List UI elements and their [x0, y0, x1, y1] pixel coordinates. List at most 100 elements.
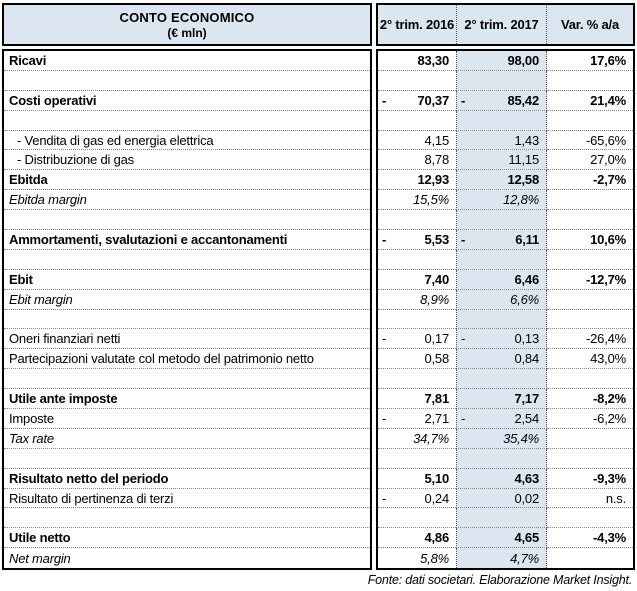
- negative-sign: -: [382, 490, 387, 506]
- cell-2016: -0,17: [378, 329, 456, 350]
- cell-2016: -70,37: [378, 91, 456, 111]
- cell-2017-highlighted: 7,17: [456, 389, 547, 410]
- spacer-row-values: [378, 249, 633, 270]
- cell-2017-highlighted: [456, 70, 547, 91]
- spacer-row-label: [4, 310, 370, 330]
- negative-sign: -: [382, 92, 387, 108]
- cell-variation: [547, 290, 633, 310]
- row-label: Ebitda: [4, 170, 370, 191]
- cell-2016: -2,71: [378, 409, 456, 429]
- cell-2016: [378, 508, 456, 529]
- spacer-row-values: [378, 309, 633, 330]
- cell-2016: 34,7%: [378, 429, 456, 449]
- cell-variation: [547, 429, 633, 449]
- cell-variation: n.s.: [547, 489, 633, 509]
- cell-variation: [547, 190, 633, 211]
- cell-2017-highlighted: 12,8%: [456, 190, 547, 211]
- cell-2016: -5,53: [378, 230, 456, 250]
- cell-2017-highlighted: -85,42: [456, 90, 547, 111]
- spacer-row-label: [4, 449, 370, 469]
- row-label: Ricavi: [4, 51, 370, 71]
- table-body: Ricavi Costi operativi - Vendita di gas ed…: [2, 49, 635, 571]
- table-row: 8,78 11,15 27,0%: [378, 150, 633, 171]
- col-header-2017: 2° trim. 2017: [456, 5, 547, 44]
- cell-variation: 43,0%: [547, 349, 633, 370]
- table-header: CONTO ECONOMICO (€ mln) 2° trim. 2016 2°…: [2, 3, 635, 46]
- spacer-row-values: [378, 369, 633, 390]
- cell-2017-highlighted: 12,58: [456, 170, 547, 191]
- spacer-row-values: [378, 448, 633, 469]
- col-header-2016: 2° trim. 2016: [379, 17, 455, 32]
- cell-variation: -4,3%: [547, 528, 633, 549]
- cell-variation: -2,7%: [547, 170, 633, 191]
- cell-variation: 27,0%: [547, 150, 633, 171]
- negative-sign: -: [461, 92, 466, 108]
- row-values-columns: 83,30 98,00 17,6% -70,37-85,42 21,4% 4,15 1,43…: [376, 49, 635, 571]
- cell-2017-highlighted: 0,02: [456, 488, 547, 509]
- spacer-row-label: [4, 71, 370, 91]
- table-title: CONTO ECONOMICO: [119, 9, 255, 25]
- cell-2017-highlighted: [456, 508, 547, 529]
- spacer-row-label: [4, 210, 370, 231]
- row-label: Oneri finanziari netti: [4, 329, 370, 350]
- cell-variation: [547, 111, 633, 131]
- row-label: Partecipazioni valutate col metodo del p…: [4, 349, 370, 370]
- cell-2017-highlighted: -2,54: [456, 409, 547, 429]
- cell-2016: 15,5%: [378, 190, 456, 211]
- col-header-var: Var. % a/a: [561, 17, 619, 32]
- cell-variation: -65,6%: [547, 131, 633, 151]
- cell-2016: 4,15: [378, 131, 456, 151]
- negative-sign: -: [382, 231, 387, 247]
- table-row: 34,7% 35,4%: [378, 428, 633, 449]
- cell-2016: 12,93: [378, 170, 456, 191]
- table-row: 5,10 4,63 -9,3%: [378, 468, 633, 489]
- cell-2016: 0,58: [378, 349, 456, 370]
- column-headers: 2° trim. 2016 2° trim. 2017 Var. % a/a: [376, 3, 635, 46]
- income-statement-table: CONTO ECONOMICO (€ mln) 2° trim. 2016 2°…: [2, 3, 635, 571]
- cell-2016: [378, 310, 456, 330]
- table-row: -0,24 0,02 n.s.: [378, 488, 633, 509]
- row-label: Ammortamenti, svalutazioni e accantoname…: [4, 230, 370, 250]
- negative-sign: -: [461, 231, 466, 247]
- row-label: Tax rate: [4, 429, 370, 449]
- cell-2016: [378, 71, 456, 91]
- negative-sign: -: [382, 410, 387, 426]
- table-row: -5,53-6,11 10,6%: [378, 230, 633, 250]
- row-label: - Vendita di gas ed energia elettrica: [4, 131, 370, 151]
- table-row: 15,5% 12,8%: [378, 190, 633, 211]
- cell-2017-highlighted: [456, 369, 547, 390]
- cell-2017-highlighted: 35,4%: [456, 428, 547, 449]
- row-label: Risultato netto del periodo: [4, 469, 370, 489]
- table-row: -70,37-85,42 21,4%: [378, 90, 633, 111]
- cell-variation: [547, 548, 633, 568]
- cell-2016: -0,24: [378, 489, 456, 509]
- cell-variation: [547, 369, 633, 390]
- cell-2017-highlighted: 11,15: [456, 150, 547, 171]
- cell-2016: [378, 111, 456, 131]
- row-label: Ebitda margin: [4, 190, 370, 211]
- table-row: -0,17-0,13 -26,4%: [378, 329, 633, 350]
- cell-2016: 7,40: [378, 270, 456, 290]
- source-note: Fonte: dati societari. Elaborazione Mark…: [367, 573, 632, 587]
- cell-2017-highlighted: -6,11: [456, 230, 547, 250]
- spacer-row-values: [378, 210, 633, 231]
- negative-sign: -: [461, 410, 466, 426]
- table-row: 83,30 98,00 17,6%: [378, 51, 633, 71]
- cell-2016: 8,78: [378, 150, 456, 171]
- cell-2016: [378, 250, 456, 270]
- cell-variation: 17,6%: [547, 51, 633, 71]
- spacer-row-values: [378, 508, 633, 529]
- table-row: 5,8% 4,7%: [378, 548, 633, 569]
- cell-2017-highlighted: [456, 110, 547, 131]
- negative-sign: -: [461, 331, 466, 347]
- cell-variation: 21,4%: [547, 91, 633, 111]
- cell-2016: 5,8%: [420, 550, 449, 566]
- cell-2016: 5,10: [378, 469, 456, 489]
- cell-variation: -6,2%: [547, 409, 633, 429]
- cell-2016: 7,81: [378, 389, 456, 410]
- row-label: Utile netto: [4, 528, 370, 549]
- cell-2016: 4,86: [378, 528, 456, 549]
- cell-variation: [547, 210, 633, 231]
- negative-sign: -: [382, 331, 387, 347]
- cell-variation: [547, 250, 633, 270]
